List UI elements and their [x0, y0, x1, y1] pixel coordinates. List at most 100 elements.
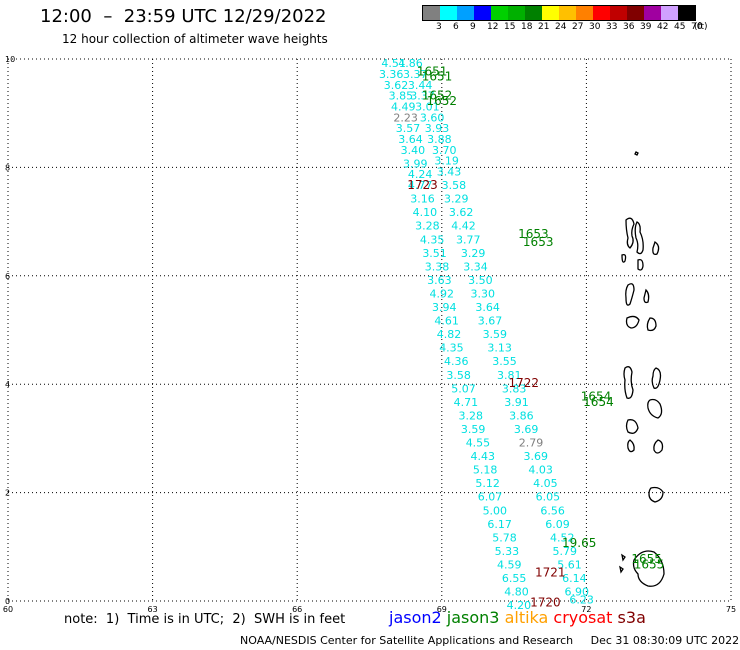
wave-height-label: 4.49 — [391, 100, 416, 113]
wave-height-label: 3.36 — [379, 68, 404, 81]
wave-height-label: 3.63 — [427, 274, 452, 287]
wave-height-label: 3.81 — [497, 369, 522, 382]
wave-height-label: 4.03 — [528, 464, 553, 477]
wave-height-label: 3.91 — [504, 396, 529, 409]
pass-time-label: 1651 — [417, 64, 448, 78]
coastline-maldives — [619, 151, 665, 587]
wave-height-label: 3.28 — [458, 409, 483, 422]
wave-height-label: 3.99 — [403, 157, 428, 170]
pass-time-label: 1654 — [581, 389, 612, 403]
color-swatch — [474, 6, 491, 20]
wave-height-label: 3.94 — [432, 301, 457, 314]
pass-time-label: 1655 — [631, 552, 662, 566]
wave-height-label: 4.10 — [413, 206, 438, 219]
wave-height-label: 3.70 — [432, 144, 457, 157]
wave-height-label: 4.52 — [550, 531, 575, 544]
wave-height-label: 4.61 — [434, 315, 459, 328]
pass-time-label: 1652 — [422, 89, 453, 103]
wave-height-label: 3.57 — [396, 122, 421, 135]
wave-height-label: 3.43 — [437, 166, 462, 179]
color-swatch — [576, 6, 593, 20]
wave-height-label: 3.01 — [415, 100, 440, 113]
axis-tick-labels: 60 63 66 69 72 75 0 2 4 6 8 10 — [3, 55, 736, 614]
footer-note: note: 1) Time is in UTC; 2) SWH is in fe… — [64, 612, 346, 627]
color-scale-tick: 33 — [606, 22, 618, 32]
wave-height-label: 4.92 — [430, 287, 455, 300]
pass-time-label: 1721 — [535, 566, 566, 580]
color-scale-tick: 27 — [572, 22, 584, 32]
color-swatch — [440, 6, 457, 20]
wave-height-label: 3.85 — [389, 90, 414, 103]
track-labels: 4.513.363.623.854.492.233.573.643.403.99… — [379, 57, 594, 612]
x-tick-label: 63 — [148, 605, 158, 614]
wave-height-label: 5.07 — [451, 382, 476, 395]
wave-height-label: 3.88 — [427, 133, 452, 146]
wave-height-label: 4.86 — [398, 57, 423, 70]
color-scale-tick: 9 — [470, 22, 476, 32]
wave-height-label: 4.80 — [504, 586, 529, 599]
mission-name-s3a: s3a — [617, 608, 646, 627]
wave-height-label: 3.59 — [483, 328, 508, 341]
y-tick-label: 10 — [5, 55, 15, 64]
page-title: 12:00 – 23:59 UTC 12/29/2022 — [40, 6, 327, 27]
color-scale-tick: 70 — [691, 22, 703, 32]
wave-height-label: 4.77 — [408, 179, 433, 192]
color-scale-tick: 24 — [555, 22, 567, 32]
mission-name-cryosat: cryosat — [553, 608, 618, 627]
pass-time-label: 1723 — [407, 178, 438, 192]
wave-height-label: 4.42 — [451, 220, 476, 233]
wave-height-label: 3.19 — [434, 155, 459, 168]
color-scale-tick: 30 — [589, 22, 601, 32]
wave-height-label: 6.14 — [562, 572, 587, 585]
color-swatch — [542, 6, 559, 20]
pass-time-label: 1652 — [427, 94, 458, 108]
x-tick-label: 66 — [292, 605, 302, 614]
wave-height-label: 3.60 — [420, 111, 445, 124]
mission-name-jason2: jason2 — [389, 608, 447, 627]
wave-height-label: 3.86 — [509, 409, 534, 422]
wave-height-label: 5.79 — [552, 545, 577, 558]
wave-height-label: 4.51 — [381, 57, 406, 70]
wave-height-label: 3.51 — [422, 247, 447, 260]
color-scale-legend — [422, 5, 696, 21]
wave-height-label: 6.56 — [540, 504, 565, 517]
wave-height-label: 3.38 — [425, 260, 450, 273]
page-subtitle: 12 hour collection of altimeter wave hei… — [62, 32, 328, 46]
wave-height-label: 6.90 — [565, 586, 590, 599]
wave-height-label: 3.58 — [446, 369, 471, 382]
wave-height-label: 4.82 — [437, 328, 462, 341]
wave-height-label: 4.05 — [533, 477, 558, 490]
wave-height-label: 3.16 — [410, 193, 435, 206]
wave-height-label: 3.34 — [463, 260, 488, 273]
wave-height-label: 3.44 — [408, 79, 433, 92]
grid-lines — [7, 58, 732, 602]
y-tick-label: 8 — [5, 163, 10, 172]
wave-height-label: 6.17 — [487, 518, 512, 531]
wave-height-label: 3.30 — [471, 287, 496, 300]
y-tick-label: 0 — [5, 597, 10, 606]
wave-height-label: 6.05 — [536, 491, 561, 504]
wave-height-label: 4.20 — [507, 599, 532, 612]
wave-height-label: 2.23 — [393, 111, 418, 124]
wave-height-label: 4.59 — [497, 558, 522, 571]
wave-height-label: 4.71 — [454, 396, 479, 409]
color-scale-tick: 18 — [521, 22, 533, 32]
wave-height-label: 3.58 — [442, 179, 467, 192]
wave-height-label: 3.62 — [449, 206, 474, 219]
wave-height-label: 5.61 — [557, 558, 582, 571]
color-scale-labels: 3 6 9 12 15 18 21 24 27 30 33 36 39 42 45 70 (ft) — [422, 22, 740, 34]
pass-time-label: 1720 — [530, 595, 561, 609]
wave-height-label: 6.07 — [478, 491, 503, 504]
mission-name-jason3: jason3 — [446, 608, 505, 627]
color-scale-tick: 42 — [657, 22, 669, 32]
pass-time-label: 1654 — [583, 395, 614, 409]
color-scale-tick: 39 — [640, 22, 652, 32]
x-tick-label: 75 — [726, 605, 736, 614]
color-swatch — [508, 6, 525, 20]
wave-height-label: 3.93 — [425, 122, 450, 135]
wave-height-label: 3.64 — [398, 133, 423, 146]
wave-height-label: 3.69 — [514, 423, 539, 436]
wave-height-label: 4.55 — [466, 437, 491, 450]
wave-height-label: 3.29 — [444, 193, 469, 206]
